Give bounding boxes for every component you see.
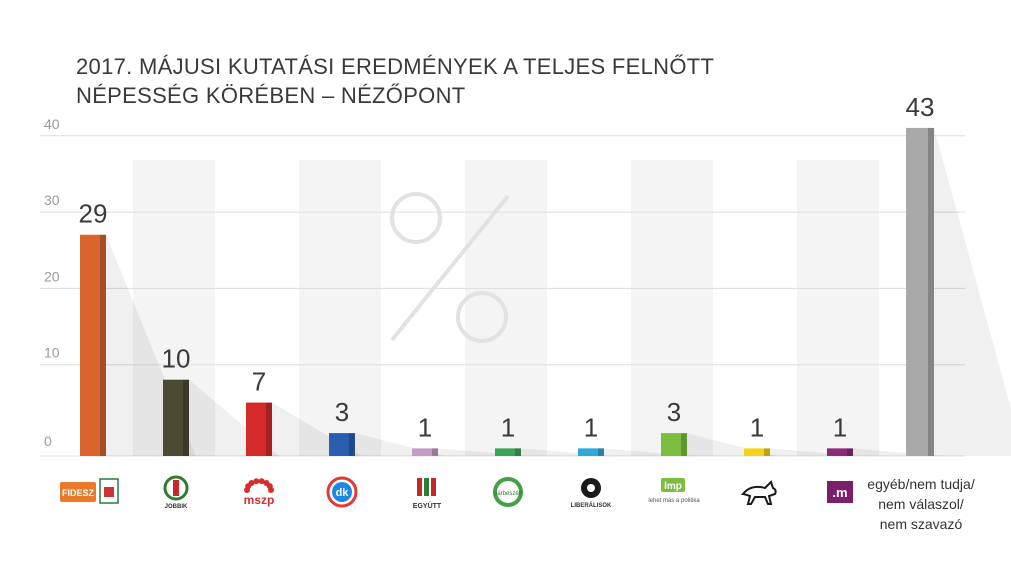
kdnp-inner: [104, 487, 114, 497]
band: [299, 160, 381, 456]
value-label: 1: [584, 412, 598, 442]
bar-side: [515, 448, 521, 456]
momentum-badge: [827, 481, 853, 503]
mszp-petal: [258, 478, 265, 485]
bar-shadow: [106, 234, 196, 456]
value-label: 7: [252, 367, 266, 397]
bars: [80, 127, 934, 456]
bar-side: [349, 433, 355, 456]
grid-lines: 0 10 20 30 40: [40, 116, 965, 457]
bar: [329, 433, 349, 456]
bar-side: [183, 379, 189, 456]
other-category-label: egyéb/nem tudja/ nem válaszol/ nem szava…: [856, 474, 986, 534]
kutya-party-logo: [740, 480, 777, 505]
bar-shadows: [106, 127, 1011, 456]
bar: [827, 448, 847, 456]
lmp-subtext: lehet más a politika: [648, 498, 700, 504]
mszp-petal: [253, 478, 260, 485]
band: [797, 160, 879, 456]
mszp-petal: [268, 487, 274, 493]
parbeszed-text: párbeszéd: [494, 491, 522, 497]
party-logos: FIDESZ JOBBIK mszp dk EGYÜTT párbeszéd LIBERÁL…: [60, 475, 853, 510]
fidesz-badge: [60, 482, 96, 502]
bar: [661, 433, 681, 456]
y-tick-label: 20: [44, 268, 60, 284]
mszp-logo: mszp: [244, 478, 275, 507]
value-label: 1: [750, 412, 764, 442]
egyutt-logo: EGYÜTT: [413, 478, 442, 510]
y-tick-label: 0: [44, 433, 52, 449]
liberalisok-text: LIBERÁLISOK: [571, 502, 612, 509]
parbeszed-ring: [493, 477, 523, 507]
jobbik-text: JOBBIK: [165, 504, 188, 510]
liberalisok-hole: [587, 484, 595, 492]
lmp-badge: [661, 478, 685, 492]
lmp-logo: lmp lehet más a politika: [648, 478, 700, 504]
value-label: 1: [833, 412, 847, 442]
value-labels: 29 10 7 3 1 1 1 3 1 1 43: [79, 92, 935, 442]
bar: [80, 234, 100, 456]
bar-shadow: [272, 402, 362, 456]
fidesz-text: FIDESZ: [62, 488, 95, 498]
bar-side: [764, 448, 770, 456]
other-label-line-1: egyéb/nem tudja/: [867, 476, 975, 492]
chart-title: 2017. MÁJUSI KUTATÁSI EREDMÉNYEK A TELJE…: [76, 52, 776, 110]
liberalisok-logo: LIBERÁLISOK: [571, 478, 612, 509]
fidesz-kdnp-logo: FIDESZ: [60, 478, 119, 504]
bar: [578, 448, 598, 456]
value-label: 10: [162, 344, 191, 374]
mszp-text: mszp: [244, 493, 275, 507]
bar: [412, 448, 432, 456]
momentum-logo: .m: [827, 481, 853, 503]
egyutt-bar-1: [417, 478, 422, 496]
lmp-text: lmp: [664, 481, 682, 492]
bar: [495, 448, 515, 456]
y-tick-label: 30: [44, 192, 60, 208]
bar: [246, 402, 266, 456]
bar-shadow: [934, 127, 1011, 456]
parbeszed-logo: párbeszéd: [493, 477, 523, 507]
percent-watermark-icon: [390, 192, 510, 343]
value-label: 43: [906, 92, 935, 122]
dk-text: dk: [336, 487, 350, 499]
y-tick-label: 10: [44, 345, 60, 361]
momentum-text: .m: [832, 485, 847, 500]
other-label-line-2: nem válaszol/: [878, 496, 964, 512]
bar-side: [681, 433, 687, 456]
egyutt-bar-3: [431, 478, 436, 496]
bar-side: [432, 448, 438, 456]
bar: [906, 127, 928, 456]
bar-shadow: [189, 379, 279, 456]
value-label: 3: [667, 397, 681, 427]
y-tick-label: 40: [44, 116, 60, 132]
egyutt-bar-2: [424, 478, 429, 496]
value-label: 1: [501, 412, 515, 442]
value-label: 29: [79, 199, 108, 229]
jobbik-logo: JOBBIK: [163, 475, 189, 510]
band: [631, 160, 713, 456]
dog-shape: [740, 480, 777, 505]
dk-disc: [332, 482, 352, 502]
chart-title-line-2: NÉPESSÉG KÖRÉBEN – NÉZŐPONT: [76, 83, 466, 108]
value-label: 1: [418, 412, 432, 442]
dk-logo: dk: [326, 476, 358, 508]
other-label-line-3: nem szavazó: [879, 516, 963, 532]
bar-side: [847, 448, 853, 456]
bar: [163, 379, 183, 456]
mszp-petal: [248, 479, 255, 486]
bar-side: [100, 234, 106, 456]
chart-title-line-1: 2017. MÁJUSI KUTATÁSI EREDMÉNYEK A TELJE…: [76, 54, 715, 79]
bar-side: [928, 127, 934, 456]
bar-side: [598, 448, 604, 456]
jobbik-cross: [173, 480, 179, 496]
value-label: 3: [335, 397, 349, 427]
bar: [744, 448, 764, 456]
egyutt-text: EGYÜTT: [413, 501, 442, 510]
bar-side: [266, 402, 272, 456]
